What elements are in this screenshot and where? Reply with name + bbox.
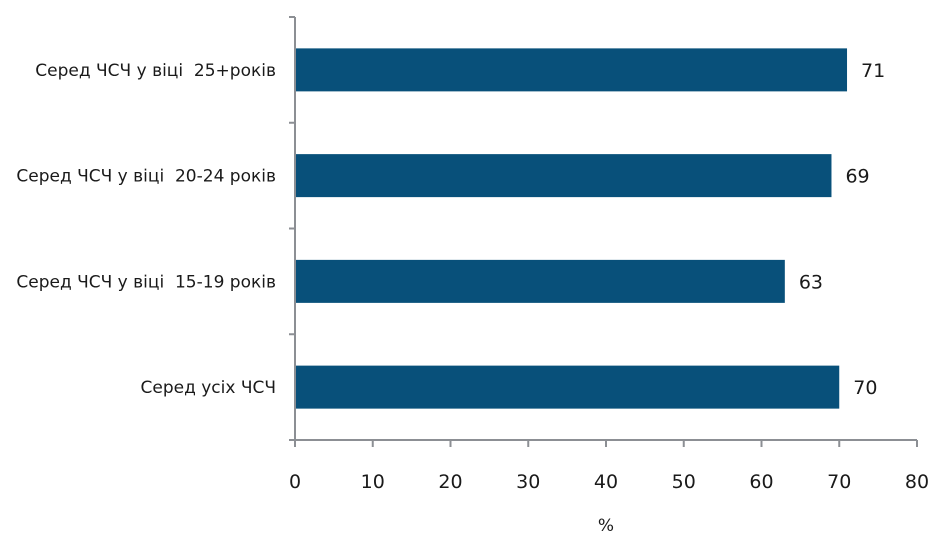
tick-labels-group: 0 10 20 30 40 50 60 70 80: [289, 471, 929, 493]
bars-group: [295, 48, 848, 409]
x-tick-label-8: 80: [905, 471, 929, 493]
category-labels-group: Серед ЧСЧ у віці 25+років Серед ЧСЧ у віц…: [16, 61, 276, 398]
category-label-1: Серед ЧСЧ у віці 20-24 років: [16, 167, 276, 187]
x-tick-label-4: 40: [594, 471, 618, 493]
x-tick-label-3: 30: [516, 471, 540, 493]
bar-1: [295, 154, 832, 198]
data-label-3: 70: [853, 377, 877, 399]
data-labels-group: 71 69 63 70: [799, 60, 885, 399]
data-label-0: 71: [861, 60, 885, 82]
data-label-1: 69: [845, 166, 869, 188]
x-tick-label-6: 60: [749, 471, 773, 493]
bar-2: [295, 259, 785, 303]
bar-0: [295, 48, 848, 92]
axes-group: [289, 16, 918, 447]
x-tick-label-5: 50: [672, 471, 696, 493]
x-tick-label-1: 10: [361, 471, 385, 493]
x-tick-label-2: 20: [438, 471, 462, 493]
category-label-3: Серед усіх ЧСЧ: [140, 378, 276, 398]
x-tick-label-0: 0: [289, 471, 301, 493]
category-label-2: Серед ЧСЧ у віці 15-19 років: [16, 272, 276, 292]
x-axis-title: %: [598, 516, 614, 533]
bar-3: [295, 365, 840, 409]
data-label-2: 63: [799, 271, 823, 293]
x-tick-label-7: 70: [827, 471, 851, 493]
category-label-0: Серед ЧСЧ у віці 25+років: [35, 61, 276, 81]
